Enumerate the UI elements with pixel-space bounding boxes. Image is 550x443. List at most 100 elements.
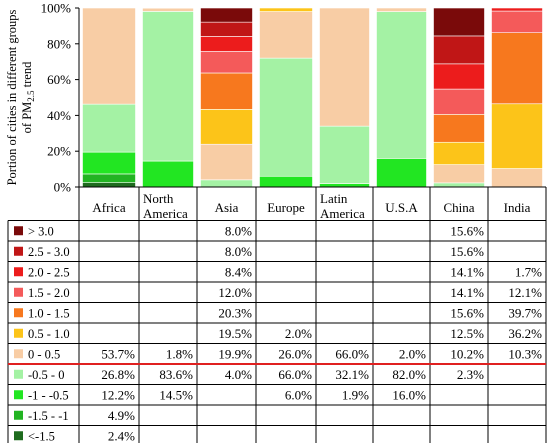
table-cell-5-3: 2.0% (285, 326, 312, 341)
legend-label-4: 1.0 - 1.5 (28, 306, 70, 320)
bar-segment-2-4 (200, 143, 253, 181)
table-cell-7-3: 66.0% (278, 367, 312, 382)
bar-segment-6-5 (433, 141, 485, 165)
bar-segment-4-4 (319, 7, 370, 127)
bar-segment-6-3 (433, 182, 485, 188)
table-cell-8-3: 6.0% (285, 387, 312, 402)
legend-label-3: 1.5 - 2.0 (28, 286, 70, 300)
category-label-0: Africa (92, 200, 125, 215)
category-label-2: Asia (215, 200, 239, 215)
bar-segment-7-7 (491, 10, 543, 34)
category-label-5: U.S.A (385, 200, 418, 215)
bar-segment-7-5 (491, 103, 543, 169)
category-label-1-line2: America (143, 206, 188, 221)
legend-label-10: <-1.5 (28, 429, 55, 443)
category-label-3: Europe (267, 200, 305, 215)
y-axis-title: Portion of cities in different groups of … (5, 9, 36, 185)
legend-label-2: 2.0 - 2.5 (28, 265, 70, 279)
table-cell-8-0: 12.2% (101, 387, 135, 402)
y-tick-label-0: 0% (54, 180, 72, 195)
category-label-1-line1: North (143, 191, 174, 206)
y-tick-label-2: 40% (47, 108, 71, 123)
bar-segment-3-3 (259, 57, 313, 177)
y-axis-title-line1: Portion of cities in different groups (5, 9, 19, 185)
table-cell-4-6: 15.6% (450, 305, 484, 320)
table-cell-3-7: 12.1% (508, 285, 542, 300)
bar-segment-6-4 (433, 164, 485, 184)
bar-segment-1-2 (142, 160, 194, 188)
bar-segment-0-0 (82, 182, 136, 188)
category-label-4-line2: America (320, 206, 365, 221)
bar-segment-0-1 (82, 173, 136, 184)
table-cell-6-2: 19.9% (218, 346, 252, 361)
category-label-6: China (443, 200, 474, 215)
bar-segment-0-3 (82, 103, 136, 153)
bar-segment-2-3 (200, 179, 253, 188)
bar-segment-7-6 (491, 32, 543, 105)
y-axis-title-line2: of PM2.5 trend (20, 61, 36, 133)
bar-segment-0-2 (82, 151, 136, 175)
bar-segment-2-6 (200, 72, 253, 110)
y-tick-label-5: 100% (41, 1, 72, 16)
bar-segment-1-3 (142, 11, 194, 162)
table-cell-1-2: 8.0% (225, 244, 252, 259)
legend-label-7: -0.5 - 0 (28, 368, 64, 382)
legend-swatch-6 (14, 349, 23, 359)
bar-segment-5-2 (376, 158, 427, 188)
table-cell-6-4: 66.0% (335, 346, 369, 361)
table-cell-2-2: 8.4% (225, 264, 252, 279)
bar-segment-6-7 (433, 88, 485, 115)
table-cell-5-2: 19.5% (218, 326, 252, 341)
legend-swatch-1 (14, 246, 23, 256)
table-cell-7-4: 32.1% (335, 367, 369, 382)
table-cell-6-7: 10.3% (508, 346, 542, 361)
table-cell-3-2: 12.0% (218, 285, 252, 300)
table-cell-8-1: 14.5% (159, 387, 193, 402)
y-tick-label-1: 20% (47, 144, 71, 159)
plot-area: 0% 20% 40% 60% 80% 100% (41, 1, 543, 195)
bar-segment-2-5 (200, 109, 253, 145)
category-label-7: India (504, 200, 531, 215)
bar-segment-6-10 (433, 7, 485, 37)
bar-segment-4-2 (319, 183, 370, 188)
legend-swatch-2 (14, 267, 23, 277)
y-axis-title-group: Portion of cities in different groups of … (5, 9, 36, 185)
y-tick-label-3: 60% (47, 72, 71, 87)
bar-segment-3-5 (259, 7, 313, 12)
legend-label-6: 0 - 0.5 (28, 347, 60, 361)
bar-segment-2-8 (200, 36, 253, 52)
legend-label-9: -1.5 - -1 (28, 409, 69, 423)
table-cell-3-6: 14.1% (450, 285, 484, 300)
legend-swatch-3 (14, 287, 23, 297)
table-cell-4-7: 39.7% (508, 305, 542, 320)
table-cell-9-0: 4.9% (108, 408, 135, 423)
bar-segment-2-7 (200, 51, 253, 74)
category-label-4-line1: Latin (320, 191, 348, 206)
y-axis-title-pm: of PM (20, 102, 34, 134)
table-cell-8-5: 16.0% (392, 387, 426, 402)
y-axis-title-subscript: 2.5 (26, 90, 36, 102)
bar-segment-2-10 (200, 7, 253, 23)
legend-swatch-9 (14, 410, 23, 420)
table-cell-6-6: 10.2% (450, 346, 484, 361)
bar-segment-1-4 (142, 7, 194, 12)
bar-segment-5-3 (376, 11, 427, 159)
legend-swatch-0 (14, 226, 23, 236)
table-cell-10-0: 2.4% (108, 428, 135, 443)
legend-swatch-4 (14, 308, 23, 318)
bar-segment-7-4 (491, 168, 543, 188)
table-cell-6-5: 2.0% (399, 346, 426, 361)
table-cell-0-6: 15.6% (450, 223, 484, 238)
legend-label-5: 0.5 - 1.0 (28, 327, 70, 341)
table-cell-8-4: 1.9% (342, 387, 369, 402)
legend-label-1: 2.5 - 3.0 (28, 245, 70, 259)
legend-swatch-10 (14, 431, 23, 441)
table-cell-7-5: 82.0% (392, 367, 426, 382)
y-tick-label-4: 80% (47, 36, 71, 51)
bar-segment-6-9 (433, 35, 485, 65)
bar-segment-3-2 (259, 175, 313, 188)
bar-segment-6-6 (433, 114, 485, 143)
legend-label-0: > 3.0 (28, 224, 54, 238)
